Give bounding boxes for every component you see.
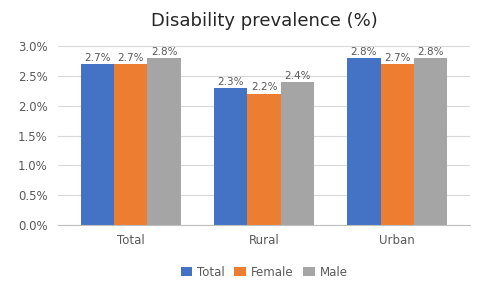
Bar	[347, 58, 381, 225]
Text: 2.7%: 2.7%	[84, 53, 111, 63]
Text: 2.7%: 2.7%	[118, 53, 144, 63]
Bar	[147, 58, 181, 225]
Bar	[214, 88, 247, 225]
Text: 2.4%: 2.4%	[284, 71, 311, 81]
Legend: Total, Female, Male: Total, Female, Male	[176, 261, 352, 283]
Bar	[247, 94, 281, 225]
Bar	[81, 64, 114, 225]
Text: 2.2%: 2.2%	[251, 82, 277, 92]
Text: 2.8%: 2.8%	[417, 47, 444, 57]
Text: 2.8%: 2.8%	[151, 47, 178, 57]
Bar	[281, 82, 314, 225]
Text: 2.7%: 2.7%	[384, 53, 410, 63]
Bar	[414, 58, 447, 225]
Bar	[114, 64, 147, 225]
Bar	[381, 64, 414, 225]
Text: 2.3%: 2.3%	[217, 77, 244, 86]
Text: 2.8%: 2.8%	[350, 47, 377, 57]
Title: Disability prevalence (%): Disability prevalence (%)	[151, 12, 377, 30]
